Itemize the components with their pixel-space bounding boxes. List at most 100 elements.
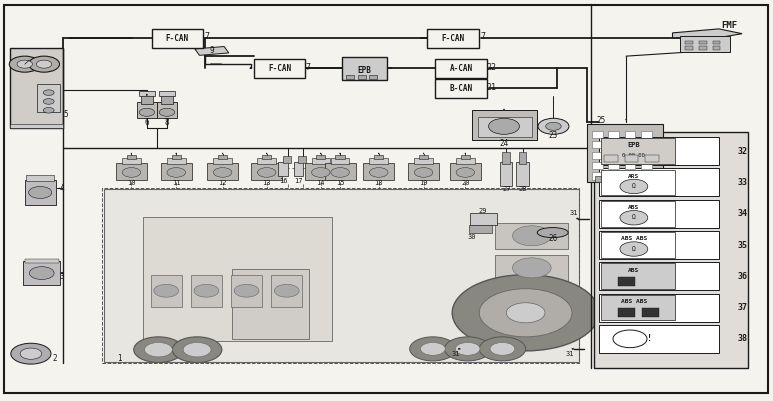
Text: 15: 15 xyxy=(336,180,344,186)
Circle shape xyxy=(620,242,648,256)
Circle shape xyxy=(145,342,172,357)
Bar xyxy=(608,172,619,180)
Text: 27: 27 xyxy=(502,186,510,192)
Circle shape xyxy=(479,337,526,361)
Bar xyxy=(625,152,635,159)
Bar xyxy=(161,163,192,180)
Circle shape xyxy=(444,337,491,361)
Text: EPB: EPB xyxy=(357,66,371,75)
Bar xyxy=(601,201,675,227)
Circle shape xyxy=(159,108,175,116)
Circle shape xyxy=(490,342,515,355)
Circle shape xyxy=(134,337,183,363)
Bar xyxy=(232,269,309,339)
Bar xyxy=(478,117,532,137)
Bar xyxy=(604,155,618,162)
Bar xyxy=(346,75,354,79)
Bar xyxy=(127,155,136,159)
Bar xyxy=(141,94,153,104)
Bar xyxy=(601,295,675,320)
Bar xyxy=(495,255,568,281)
Bar xyxy=(152,29,203,48)
Circle shape xyxy=(20,348,42,359)
Circle shape xyxy=(538,118,569,134)
Circle shape xyxy=(274,284,299,297)
Text: 31: 31 xyxy=(570,211,577,216)
Bar xyxy=(645,155,659,162)
Text: B-CAN: B-CAN xyxy=(450,84,472,93)
Bar xyxy=(305,163,336,180)
Circle shape xyxy=(479,289,572,337)
Bar xyxy=(500,162,512,186)
Bar xyxy=(713,46,720,50)
Bar xyxy=(599,262,719,290)
Circle shape xyxy=(546,122,561,130)
Bar xyxy=(294,162,303,176)
Text: ABS: ABS xyxy=(628,205,639,210)
Text: Ω: Ω xyxy=(632,184,635,189)
Circle shape xyxy=(620,211,648,225)
Bar xyxy=(599,231,719,259)
Text: 37: 37 xyxy=(737,303,747,312)
Circle shape xyxy=(36,60,52,68)
Bar xyxy=(641,162,652,169)
Text: 33: 33 xyxy=(737,178,747,187)
Circle shape xyxy=(194,284,219,297)
Bar xyxy=(283,156,291,163)
Circle shape xyxy=(257,168,276,177)
Bar xyxy=(625,162,635,169)
Bar xyxy=(122,158,141,164)
Text: 2: 2 xyxy=(53,354,57,363)
Bar xyxy=(599,294,719,322)
Bar xyxy=(472,110,537,140)
Bar xyxy=(608,141,619,148)
Bar xyxy=(641,141,652,148)
Text: 31: 31 xyxy=(452,351,460,356)
Bar xyxy=(601,138,675,164)
Text: 12: 12 xyxy=(219,180,226,186)
Text: 4: 4 xyxy=(60,184,64,193)
Circle shape xyxy=(29,186,52,198)
Bar xyxy=(641,152,652,159)
Bar xyxy=(25,180,56,205)
Circle shape xyxy=(139,108,155,116)
Circle shape xyxy=(29,267,54,279)
Text: 21: 21 xyxy=(487,83,496,92)
Bar xyxy=(601,170,675,195)
Text: 28: 28 xyxy=(519,186,526,192)
Text: Ω: Ω xyxy=(632,247,635,251)
Text: 26: 26 xyxy=(548,235,557,243)
Bar xyxy=(595,176,626,182)
Bar xyxy=(592,141,603,148)
Polygon shape xyxy=(195,47,229,55)
Bar xyxy=(335,155,345,159)
Text: 16: 16 xyxy=(279,178,287,184)
Text: EPB: EPB xyxy=(628,142,640,148)
Bar xyxy=(37,84,60,112)
Bar xyxy=(625,131,635,138)
Bar xyxy=(599,168,719,196)
Text: 35: 35 xyxy=(737,241,747,249)
Bar xyxy=(427,29,479,48)
Circle shape xyxy=(154,284,179,297)
Text: 18: 18 xyxy=(375,180,383,186)
Bar xyxy=(625,155,638,162)
Text: 14: 14 xyxy=(317,180,325,186)
Bar xyxy=(161,94,173,104)
Circle shape xyxy=(506,303,545,323)
Text: 10: 10 xyxy=(128,180,135,186)
Text: ABS ABS: ABS ABS xyxy=(621,299,647,304)
Bar xyxy=(435,79,487,98)
Bar xyxy=(450,163,481,180)
Bar xyxy=(10,48,63,128)
Bar xyxy=(369,158,388,164)
Bar xyxy=(625,172,635,180)
Bar xyxy=(104,189,579,362)
Bar xyxy=(601,232,675,258)
Circle shape xyxy=(312,168,330,177)
Text: 7: 7 xyxy=(305,63,310,72)
Circle shape xyxy=(172,337,222,363)
Bar xyxy=(680,36,730,52)
Bar xyxy=(278,162,288,176)
Bar xyxy=(102,188,579,363)
